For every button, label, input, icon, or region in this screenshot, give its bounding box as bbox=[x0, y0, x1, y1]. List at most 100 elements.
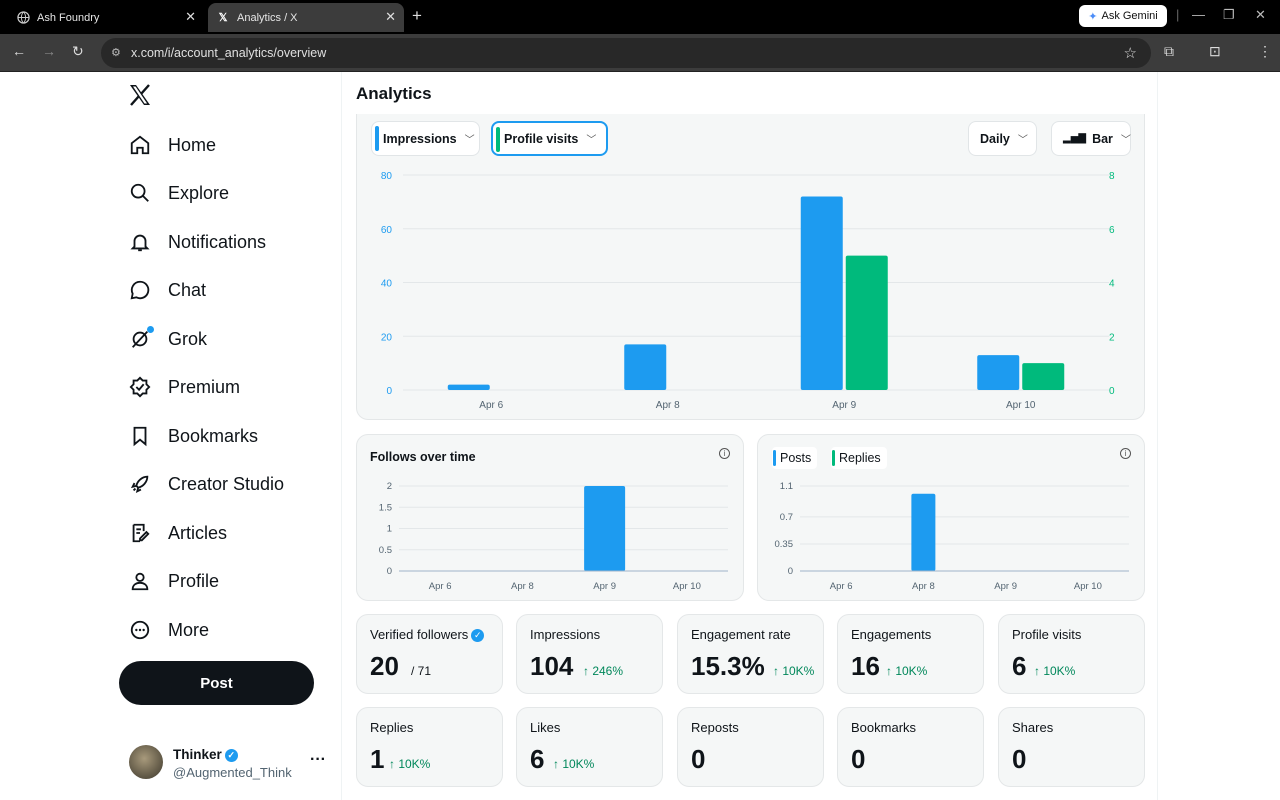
stat-change: ↑ 10K% bbox=[773, 664, 815, 678]
stat-value: 6 bbox=[1012, 651, 1027, 681]
stat-value: 20 bbox=[370, 651, 399, 681]
stat-value: 15.3% bbox=[691, 651, 765, 681]
y-tick-right: 4 bbox=[1109, 279, 1115, 290]
y-tick-right: 8 bbox=[1109, 171, 1115, 182]
stat-value: 1 bbox=[370, 744, 385, 774]
stat-value: 0 bbox=[851, 744, 866, 774]
nav-notifications[interactable]: Notifications bbox=[128, 222, 266, 262]
tab-title: Analytics / X bbox=[237, 11, 298, 24]
chevron-down-icon: ﹀ bbox=[464, 135, 475, 146]
stat-value: 0 bbox=[691, 744, 706, 774]
account-name-row: Thinker ✓ bbox=[173, 747, 238, 762]
nav-profile[interactable]: Profile bbox=[128, 561, 219, 601]
y-tick: 0.7 bbox=[780, 512, 793, 523]
post-button[interactable]: Post bbox=[119, 661, 314, 705]
y-tick-right: 2 bbox=[1109, 332, 1115, 343]
nav-explore[interactable]: Explore bbox=[128, 173, 229, 213]
nav-label: Premium bbox=[168, 376, 241, 397]
nav-more[interactable]: More bbox=[128, 610, 209, 650]
x-logo-icon[interactable] bbox=[128, 83, 152, 114]
address-bar[interactable]: ⚙ x.com/i/account_analytics/overview ☆ bbox=[101, 38, 1151, 68]
y-tick-left: 0 bbox=[386, 386, 392, 397]
stat-value: 16 bbox=[851, 651, 880, 681]
tab-analytics[interactable]: 𝕏 Analytics / X ✕ bbox=[208, 3, 404, 32]
browser-tab-bar: Ash Foundry ✕ 𝕏 Analytics / X ✕ + ✦ Ask … bbox=[0, 0, 1280, 34]
y-tick: 1 bbox=[387, 524, 392, 535]
post-label: Post bbox=[200, 674, 233, 692]
nav-creator-studio[interactable]: Creator Studio bbox=[128, 464, 284, 504]
interval-label: Daily bbox=[980, 131, 1010, 146]
nav-home[interactable]: Home bbox=[128, 125, 216, 165]
close-window-icon[interactable]: ✕ bbox=[1255, 7, 1266, 22]
stat-label: Engagement rate bbox=[691, 627, 791, 642]
nav-label: Explore bbox=[168, 182, 230, 203]
new-tab-icon[interactable]: + bbox=[412, 6, 422, 25]
site-settings-icon[interactable]: ⚙ bbox=[111, 47, 121, 59]
nav-chat[interactable]: Chat bbox=[128, 270, 206, 310]
stat-impressions: Impressions 104 ↑ 246% bbox=[516, 614, 663, 694]
nav-bookmarks[interactable]: Bookmarks bbox=[128, 416, 258, 456]
main-content: Analytics Impressions ﹀ Profile visits ﹀… bbox=[342, 72, 1158, 800]
close-tab-icon[interactable]: ✕ bbox=[385, 9, 396, 24]
y-tick: 0.5 bbox=[379, 545, 392, 556]
y-tick-left: 80 bbox=[381, 171, 393, 182]
x-tick-label: Apr 8 bbox=[511, 581, 534, 592]
more-dots-icon[interactable]: ··· bbox=[310, 751, 326, 768]
legend-label: Replies bbox=[839, 451, 881, 465]
nav-label: Chat bbox=[168, 279, 207, 300]
nav-premium[interactable]: Premium bbox=[128, 367, 240, 407]
y-tick-left: 40 bbox=[381, 279, 393, 290]
y-tick: 2 bbox=[387, 481, 392, 492]
stat-label: Engagements bbox=[851, 627, 932, 642]
y-tick: 1.5 bbox=[379, 502, 392, 513]
y-tick: 0 bbox=[788, 566, 793, 577]
metric-select-impressions[interactable]: Impressions ﹀ bbox=[371, 121, 480, 156]
chat-bubble-icon bbox=[128, 278, 152, 302]
nav-label: Articles bbox=[168, 522, 228, 543]
stat-label: Bookmarks bbox=[851, 720, 917, 735]
metric-select-profile-visits[interactable]: Profile visits ﹀ bbox=[491, 121, 608, 156]
minimize-icon[interactable]: — bbox=[1192, 7, 1205, 22]
close-tab-icon[interactable]: ✕ bbox=[185, 9, 196, 24]
bookmark-star-icon[interactable]: ☆ bbox=[1123, 45, 1137, 62]
y-tick: 1.1 bbox=[780, 481, 793, 492]
legend-posts[interactable]: Posts bbox=[772, 447, 818, 469]
restore-icon[interactable]: ❐ bbox=[1223, 7, 1235, 22]
chevron-down-icon: ﹀ bbox=[1120, 135, 1131, 146]
x-tick-label: Apr 6 bbox=[830, 581, 853, 592]
ask-gemini-button[interactable]: ✦ Ask Gemini bbox=[1079, 5, 1167, 27]
back-icon[interactable]: ← bbox=[12, 43, 26, 59]
legend-replies[interactable]: Replies bbox=[831, 447, 887, 469]
ask-gemini-label: Ask Gemini bbox=[1101, 10, 1158, 22]
account-switcher[interactable]: Thinker ✓ @Augmented_Think ··· bbox=[129, 745, 339, 781]
unread-dot bbox=[147, 326, 154, 333]
reload-icon[interactable]: ↻ bbox=[72, 43, 84, 59]
x-tick-label: Apr 6 bbox=[479, 400, 503, 411]
chart-title: Follows over time bbox=[370, 450, 476, 464]
x-tick-label: Apr 8 bbox=[656, 400, 680, 411]
forward-icon[interactable]: → bbox=[42, 43, 56, 59]
menu-kebab-icon[interactable]: ⋮ bbox=[1258, 43, 1272, 59]
x-tick-label: Apr 9 bbox=[593, 581, 616, 592]
info-icon[interactable]: i bbox=[1120, 448, 1131, 459]
screen-search-icon[interactable]: ⊡ bbox=[1209, 43, 1221, 59]
follows-chart-card: Follows over time i 0 0.5 1 1.5 2 Apr 6 Apr 8 A… bbox=[356, 434, 744, 601]
extensions-icon[interactable]: ⧉ bbox=[1164, 43, 1174, 59]
stat-verified-followers: Verified followers ✓ 20 / 71 bbox=[356, 614, 503, 694]
nav-grok[interactable]: Grok bbox=[128, 319, 207, 359]
interval-select[interactable]: Daily ﹀ bbox=[968, 121, 1037, 156]
account-name: Thinker bbox=[173, 747, 222, 762]
stat-reposts: Reposts 0 bbox=[677, 707, 824, 787]
left-navigation: Home Explore Notifications Chat Grok Pre… bbox=[0, 72, 342, 800]
chart-type-select[interactable]: ▂▅▇ Bar ﹀ bbox=[1051, 121, 1131, 156]
y-tick-right: 0 bbox=[1109, 386, 1115, 397]
y-tick: 0 bbox=[387, 566, 392, 577]
y-tick: 0.35 bbox=[775, 539, 794, 550]
tab-ash-foundry[interactable]: Ash Foundry ✕ bbox=[8, 3, 204, 32]
stat-replies: Replies 1 ↑ 10K% bbox=[356, 707, 503, 787]
rocket-icon bbox=[128, 472, 152, 496]
info-icon[interactable]: i bbox=[719, 448, 730, 459]
stat-engagements: Engagements 16 ↑ 10K% bbox=[837, 614, 984, 694]
nav-articles[interactable]: Articles bbox=[128, 513, 227, 553]
globe-icon bbox=[16, 11, 30, 25]
